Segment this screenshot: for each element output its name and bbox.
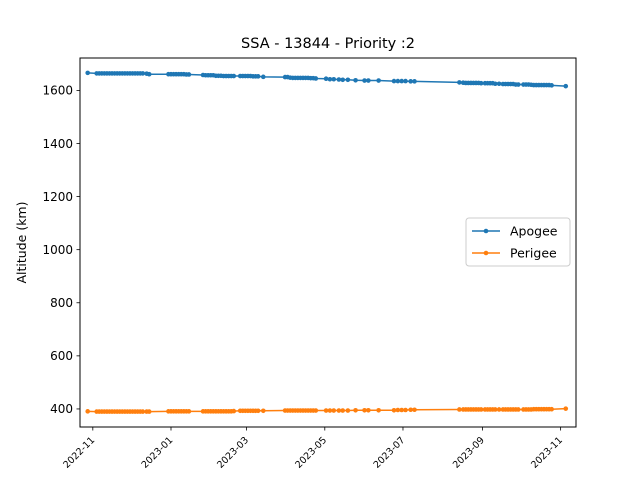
apogee-point: [331, 76, 337, 82]
perigee-point: [492, 407, 498, 412]
perigee-point: [231, 408, 237, 414]
apogee-point: [186, 72, 192, 77]
apogee-point: [516, 82, 521, 87]
perigee-point: [313, 408, 319, 413]
apogee-point: [391, 78, 397, 84]
perigee-point: [331, 408, 337, 413]
x-tick-label: 2023-11: [529, 435, 565, 471]
x-tick-label: 2023-07: [372, 435, 408, 471]
apogee-point: [457, 80, 462, 85]
apogee-point: [140, 71, 146, 76]
x-tick-label: 2023-01: [140, 435, 176, 471]
perigee-point: [403, 407, 408, 413]
apogee-point: [260, 74, 266, 80]
perigee-point: [516, 407, 521, 412]
y-tick-label: 1000: [42, 243, 73, 257]
apogee-point: [327, 76, 333, 82]
perigee-point: [408, 407, 413, 413]
perigee-point: [340, 408, 346, 413]
apogee-point: [403, 78, 408, 84]
apogee-point: [408, 79, 413, 84]
legend: Apogee Perigee: [465, 217, 571, 267]
legend-apogee-marker: [483, 228, 489, 234]
legend-apogee-label: Apogee: [510, 224, 558, 239]
perigee-point: [496, 407, 502, 412]
perigee-point: [327, 408, 333, 413]
apogee-point: [563, 83, 569, 89]
perigee-point: [563, 406, 569, 411]
y-tick-label: 600: [50, 349, 73, 363]
perigee-point: [85, 409, 90, 414]
apogee-point: [395, 78, 401, 84]
perigee-point: [478, 407, 484, 412]
apogee-point: [376, 78, 381, 83]
legend-perigee-label: Perigee: [510, 246, 557, 261]
legend-perigee-marker: [483, 250, 489, 256]
perigee-point: [391, 407, 397, 413]
apogee-point: [353, 78, 358, 83]
apogee-point: [313, 76, 319, 81]
perigee-point: [412, 407, 417, 413]
perigee-series: [85, 406, 569, 414]
apogee-point: [340, 77, 346, 83]
apogee-point: [146, 71, 152, 77]
x-tick-label: 2023-09: [451, 435, 487, 471]
perigee-point: [255, 408, 261, 414]
perigee-point: [399, 407, 405, 413]
apogee-point: [255, 74, 261, 79]
perigee-point: [336, 408, 342, 413]
y-tick-label: 1400: [42, 137, 73, 151]
perigee-point: [362, 407, 367, 413]
perigee-point: [549, 406, 554, 412]
apogee-point: [231, 73, 237, 79]
perigee-point: [146, 409, 152, 414]
x-tick-label: 2022-11: [61, 435, 97, 471]
perigee-point: [457, 407, 462, 412]
apogee-point: [345, 77, 351, 83]
plot-frame: [79, 57, 577, 428]
apogee-point: [478, 80, 484, 86]
perigee-point: [345, 408, 351, 413]
perigee-point: [323, 408, 329, 413]
apogee-point: [412, 79, 417, 84]
apogee-point: [399, 78, 405, 84]
y-tick-label: 1600: [42, 84, 73, 98]
apogee-point: [366, 78, 371, 83]
perigee-point: [366, 407, 371, 413]
apogee-point: [496, 81, 502, 87]
x-tick-label: 2023-03: [215, 435, 251, 471]
apogee-series: [85, 70, 569, 89]
legend-box: [465, 217, 571, 267]
perigee-point: [395, 407, 401, 413]
perigee-point: [186, 409, 192, 414]
perigee-point: [260, 408, 266, 414]
perigee-point: [353, 407, 358, 413]
x-tick-label: 2023-05: [293, 435, 329, 471]
y-tick-label: 400: [50, 402, 73, 416]
y-tick-label: 1200: [42, 190, 73, 204]
chart-title: SSA - 13844 - Priority :2: [241, 36, 415, 52]
y-axis-label: Altitude (km): [14, 202, 29, 284]
perigee-point: [376, 407, 381, 413]
apogee-point: [336, 77, 342, 82]
apogee-point: [323, 76, 329, 82]
apogee-point: [85, 70, 90, 76]
apogee-point: [549, 83, 554, 88]
apogee-point: [362, 78, 367, 83]
perigee-point: [140, 409, 146, 414]
y-tick-label: 800: [50, 296, 73, 310]
apogee-point: [492, 81, 498, 87]
plot-series: [85, 70, 569, 414]
